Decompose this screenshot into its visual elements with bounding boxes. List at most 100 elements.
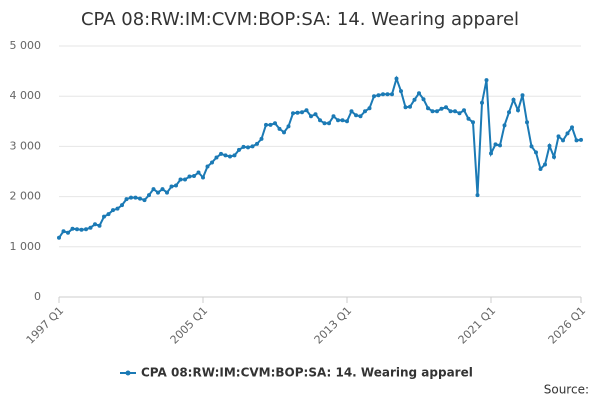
- data-point: [340, 118, 345, 123]
- data-point: [106, 212, 111, 217]
- data-point: [498, 143, 502, 148]
- data-point: [97, 223, 102, 228]
- data-point: [480, 100, 484, 105]
- data-point: [439, 106, 444, 111]
- x-tick-label: 2013 Q1: [312, 304, 355, 347]
- data-point: [309, 114, 313, 119]
- data-point: [273, 121, 277, 126]
- data-point: [520, 93, 525, 98]
- data-point: [124, 197, 129, 202]
- y-tick-label: 2 000: [10, 190, 42, 203]
- data-point: [489, 151, 493, 156]
- data-point: [205, 164, 210, 169]
- data-point: [210, 160, 214, 165]
- data-point: [336, 118, 340, 123]
- data-point: [399, 89, 403, 94]
- data-point: [129, 195, 133, 200]
- data-point: [232, 153, 237, 158]
- data-point: [367, 106, 372, 111]
- data-point: [178, 177, 183, 182]
- data-point: [318, 118, 322, 123]
- data-point: [444, 105, 448, 110]
- data-point: [295, 110, 300, 115]
- data-point: [547, 143, 552, 148]
- data-point: [556, 134, 561, 139]
- data-point: [57, 235, 61, 240]
- data-point: [394, 76, 399, 81]
- chart-title: CPA 08:RW:IM:CVM:BOP:SA: 14. Wearing app…: [81, 9, 519, 30]
- data-point: [156, 190, 160, 195]
- data-point: [462, 108, 466, 113]
- y-tick-label: 1 000: [10, 240, 42, 253]
- data-point: [529, 144, 534, 149]
- data-point: [430, 109, 435, 114]
- data-point: [142, 198, 147, 203]
- data-point: [102, 214, 106, 219]
- data-point: [507, 110, 511, 115]
- data-point: [457, 111, 462, 116]
- data-point: [183, 177, 187, 182]
- data-point: [426, 106, 430, 111]
- data-point: [484, 78, 489, 83]
- data-point: [493, 142, 498, 147]
- data-point: [70, 226, 75, 231]
- data-point: [79, 227, 84, 232]
- data-point: [250, 144, 255, 149]
- legend-label: CPA 08:RW:IM:CVM:BOP:SA: 14. Wearing app…: [141, 366, 473, 380]
- data-point: [448, 109, 453, 114]
- data-point: [75, 227, 79, 232]
- data-point: [223, 153, 228, 158]
- data-point: [327, 121, 331, 126]
- data-point: [390, 92, 394, 97]
- data-point: [417, 91, 421, 96]
- y-tick-label: 4 000: [10, 89, 42, 102]
- data-point: [255, 141, 259, 146]
- data-point: [228, 154, 232, 159]
- data-point: [84, 227, 88, 232]
- data-point: [345, 119, 349, 124]
- data-point: [138, 196, 142, 201]
- data-point: [381, 92, 385, 97]
- data-point: [354, 113, 358, 118]
- data-point: [363, 109, 367, 114]
- data-point: [534, 150, 538, 155]
- data-point: [268, 122, 273, 127]
- legend-marker: [125, 370, 131, 376]
- x-tick-label: 2021 Q1: [456, 304, 499, 347]
- data-point: [403, 105, 408, 110]
- data-point: [160, 187, 165, 192]
- data-point: [120, 203, 124, 208]
- data-point: [570, 125, 574, 130]
- data-point: [538, 166, 543, 171]
- data-point: [579, 137, 583, 142]
- data-point: [408, 104, 412, 109]
- x-tick-label: 1997 Q1: [24, 304, 67, 347]
- data-point: [214, 155, 219, 160]
- source: Source:: [544, 383, 589, 397]
- data-point: [313, 112, 318, 117]
- data-point: [115, 206, 120, 211]
- data-point: [237, 147, 241, 152]
- data-point: [300, 110, 304, 115]
- data-point: [88, 225, 93, 230]
- data-point: [552, 154, 556, 159]
- data-point: [291, 111, 295, 116]
- data-point: [93, 222, 97, 227]
- data-point: [435, 109, 439, 114]
- x-tick-label: 2005 Q1: [168, 304, 211, 347]
- data-point: [466, 116, 471, 121]
- data-point: [471, 120, 475, 125]
- data-point: [196, 170, 201, 175]
- data-point: [219, 151, 223, 156]
- data-point: [475, 193, 480, 198]
- data-point: [331, 114, 336, 119]
- y-tick-label: 0: [34, 290, 41, 303]
- data-point: [453, 109, 457, 114]
- data-point: [147, 193, 151, 198]
- data-point: [502, 123, 507, 128]
- data-line: [58, 75, 582, 239]
- data-point: [304, 108, 309, 113]
- data-point: [241, 144, 246, 149]
- data-point: [111, 208, 115, 213]
